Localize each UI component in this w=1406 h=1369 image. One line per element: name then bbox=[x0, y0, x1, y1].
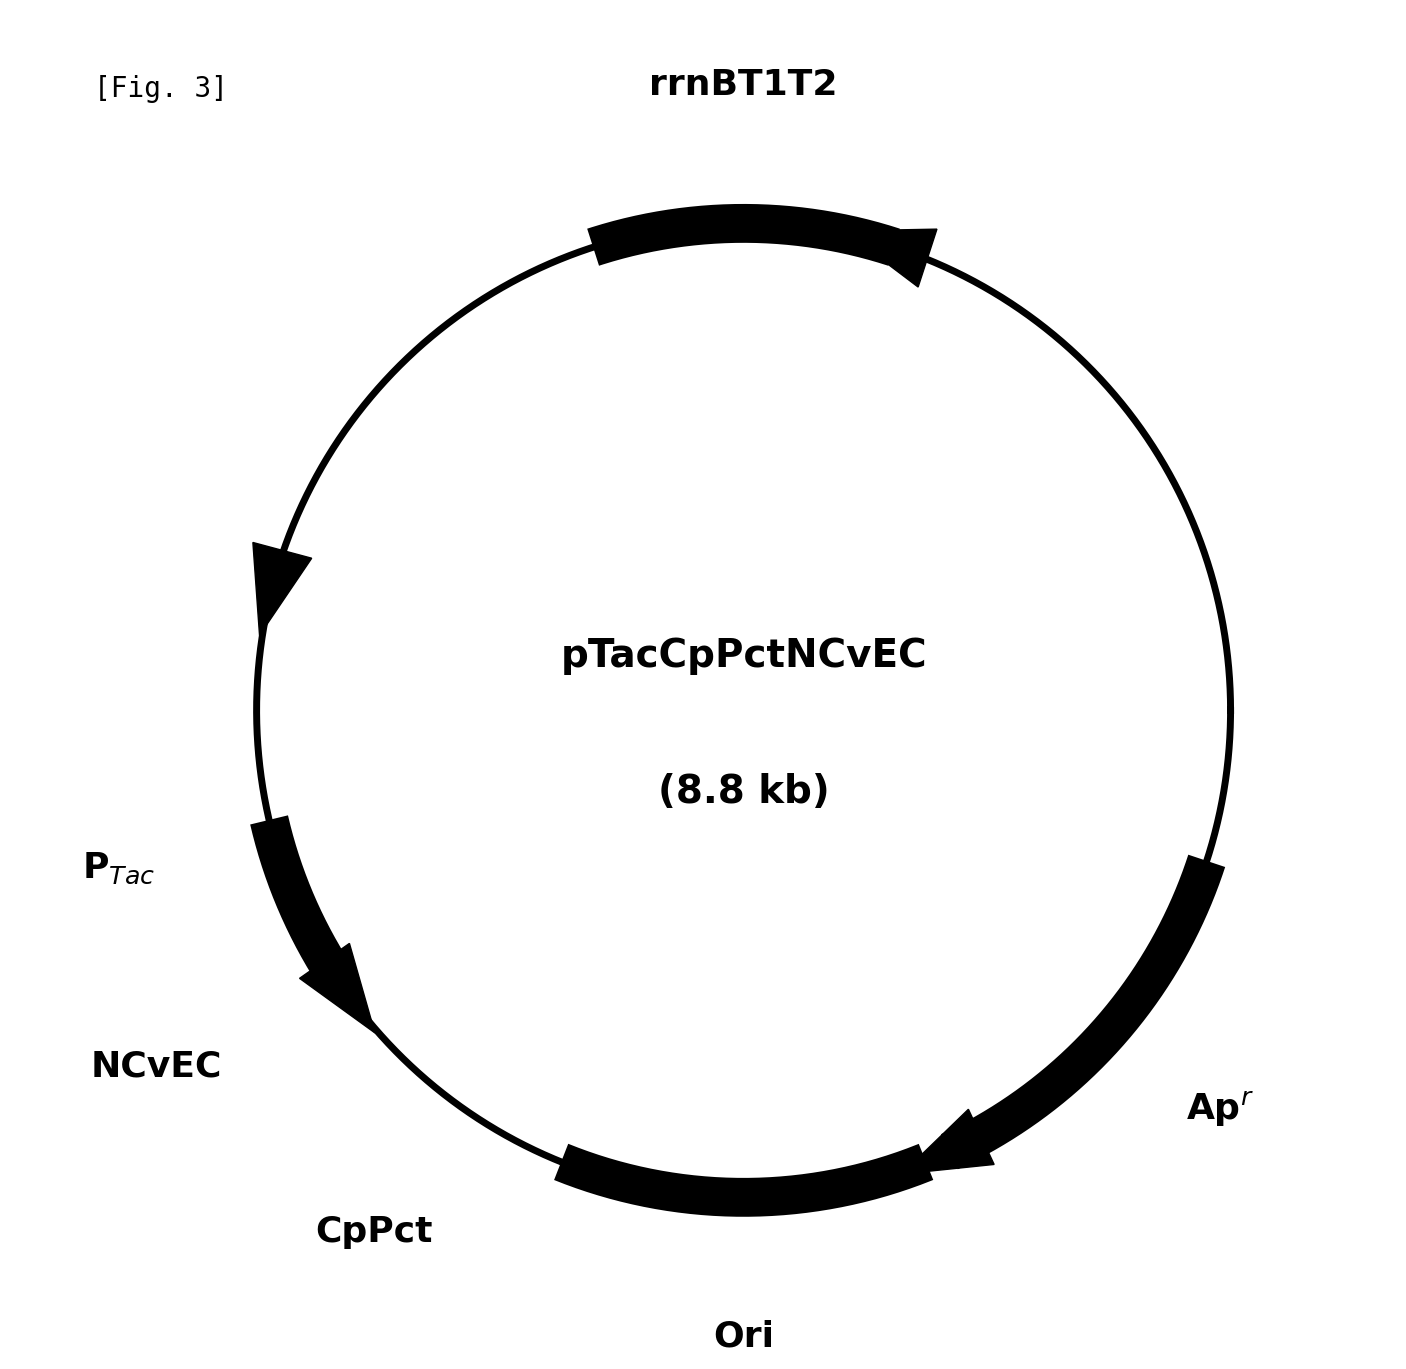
Text: CpPct: CpPct bbox=[315, 1216, 433, 1250]
Text: Ap$^r$: Ap$^r$ bbox=[1185, 1090, 1254, 1128]
Text: NCvEC: NCvEC bbox=[90, 1049, 222, 1083]
Polygon shape bbox=[901, 1109, 994, 1175]
Polygon shape bbox=[299, 943, 375, 1032]
Text: (8.8 kb): (8.8 kb) bbox=[658, 772, 830, 810]
Text: [Fig. 3]: [Fig. 3] bbox=[94, 74, 228, 103]
Polygon shape bbox=[844, 229, 936, 287]
Text: Ori: Ori bbox=[713, 1320, 775, 1353]
Text: pTacCpPctNCvEC: pTacCpPctNCvEC bbox=[560, 637, 927, 675]
Text: P$_{Tac}$: P$_{Tac}$ bbox=[83, 850, 156, 886]
Polygon shape bbox=[253, 542, 312, 635]
Text: rrnBT1T2: rrnBT1T2 bbox=[650, 67, 838, 101]
